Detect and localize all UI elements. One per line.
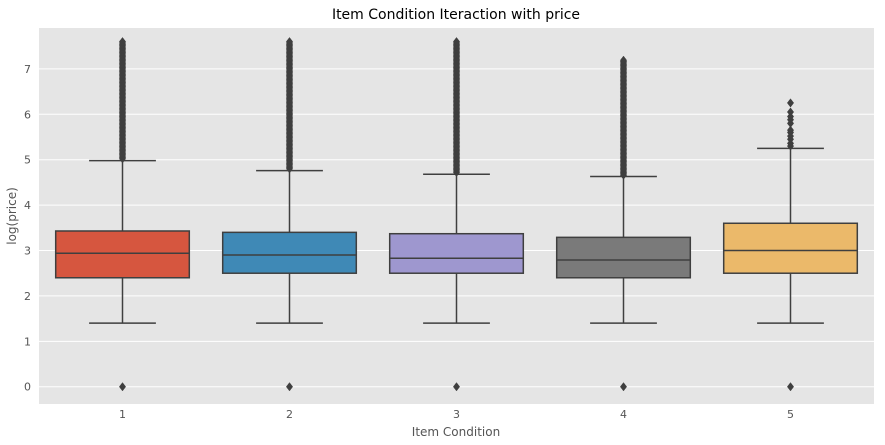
y-tick-label: 2: [24, 290, 31, 303]
y-tick-label: 7: [24, 63, 31, 76]
y-axis-label: log(price): [5, 187, 19, 245]
y-tick-label: 1: [24, 335, 31, 348]
y-tick-label: 5: [24, 154, 31, 167]
outlier-point: [285, 37, 294, 47]
x-tick-label: 3: [453, 408, 460, 421]
x-tick-label: 5: [787, 408, 794, 421]
box-series: [54, 37, 859, 392]
outlier-point: [118, 37, 127, 47]
outlier-point: [452, 382, 461, 392]
y-tick-label: 6: [24, 108, 31, 121]
outlier-point: [118, 382, 127, 392]
outlier-point: [786, 382, 795, 392]
y-tick-label: 0: [24, 381, 31, 394]
iqr-box: [54, 230, 191, 279]
outlier-point: [619, 382, 628, 392]
outlier-point: [786, 107, 795, 117]
outlier-point: [786, 98, 795, 108]
box-group-4: [555, 55, 692, 392]
y-tick-label: 4: [24, 199, 31, 212]
iqr-box: [722, 222, 859, 274]
x-tick-labels: 1 2 3 4 5: [119, 408, 794, 421]
y-tick-label: 3: [24, 245, 31, 258]
box-group-5: [722, 98, 859, 392]
y-tick-labels: 0 1 2 3 4 5 6 7: [24, 63, 31, 394]
outlier-point: [452, 37, 461, 47]
outlier-point: [786, 125, 795, 135]
box-group-3: [388, 37, 525, 392]
chart-title: Item Condition Iteraction with price: [332, 7, 580, 23]
x-tick-label: 4: [620, 408, 627, 421]
iqr-box: [221, 231, 358, 274]
iqr-box: [388, 232, 525, 274]
x-axis-label: Item Condition: [412, 425, 500, 439]
x-tick-label: 1: [119, 408, 126, 421]
box-group-1: [54, 37, 191, 392]
outlier-point: [285, 382, 294, 392]
outlier-point: [619, 55, 628, 65]
x-tick-label: 2: [286, 408, 293, 421]
iqr-box: [555, 236, 692, 279]
box-group-2: [221, 37, 358, 392]
